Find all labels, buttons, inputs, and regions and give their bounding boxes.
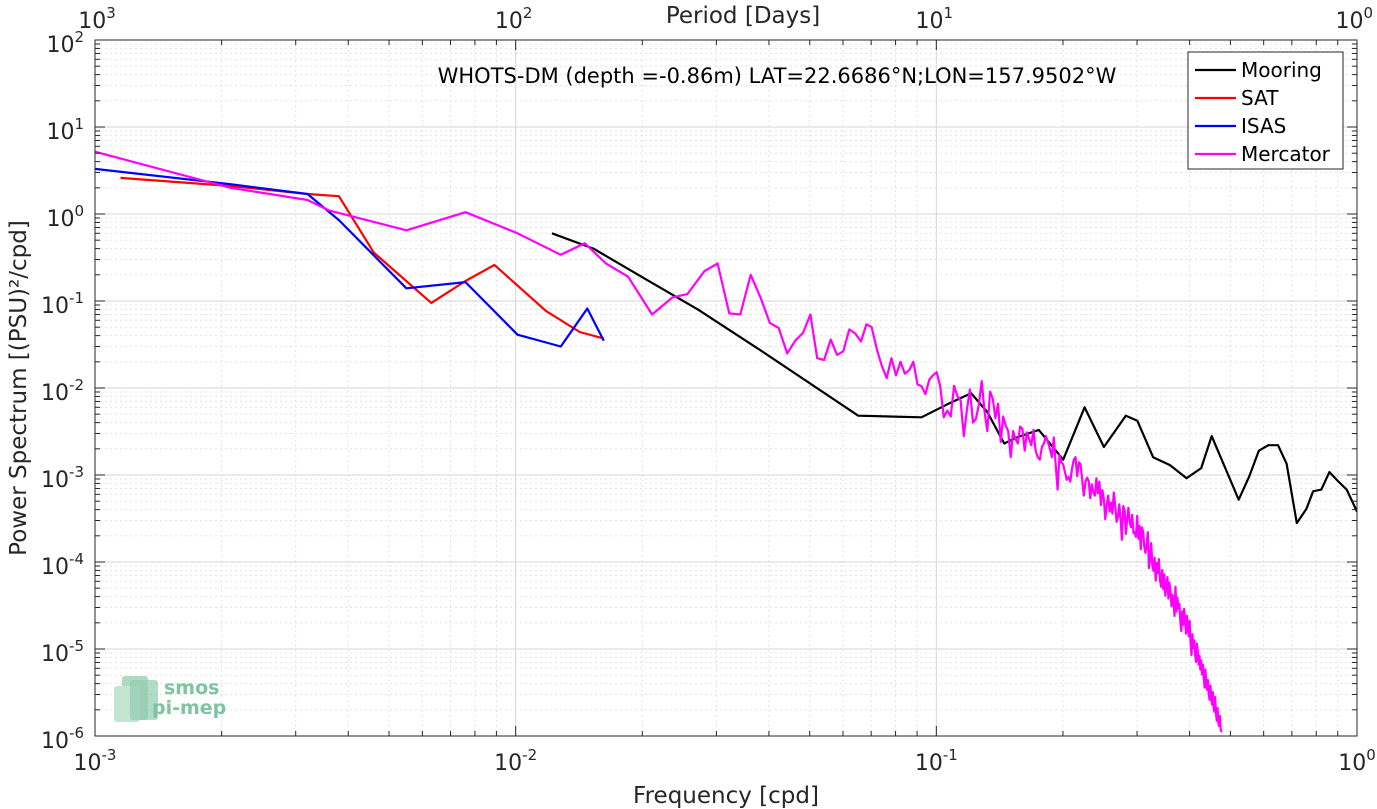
y-tick-label: 10-3 (41, 463, 84, 493)
x-axis-label: Frequency [cpd] (633, 783, 819, 809)
series-layer (95, 150, 1357, 733)
x-tick-label: 10-1 (915, 746, 958, 776)
y-tick-label: 102 (46, 28, 84, 58)
y-tick-label: 10-2 (41, 376, 84, 406)
y-axis-label: Power Spectrum [(PSU)²/cpd] (6, 220, 32, 556)
logo-mark (114, 676, 158, 722)
y-tick-label: 10-1 (41, 289, 84, 319)
y-tick-labels: 102 101 100 10-1 10-2 10-3 10-4 10-5 10-6 (41, 28, 84, 754)
legend-label-mercator: Mercator (1241, 142, 1331, 166)
logo-text-line-1: smos (164, 677, 219, 699)
minor-grid (95, 40, 1357, 736)
x-tick-label: 100 (1338, 746, 1376, 776)
top-tick-labels: 103 102 101 100 (78, 4, 1373, 34)
y-tick-label: 10-5 (41, 637, 84, 667)
series-line-mercator (95, 150, 1223, 733)
series-line-isas (95, 167, 605, 348)
chart-title: WHOTS-DM (depth =-0.86m) LAT=22.6686°N;L… (438, 64, 1117, 88)
top-tick-label: 103 (78, 4, 116, 34)
legend-label-sat: SAT (1241, 86, 1279, 110)
top-axis-label: Period [Days] (666, 3, 820, 29)
x-tick-label: 10-2 (494, 746, 537, 776)
x-tick-labels: 10-3 10-2 10-1 100 (74, 746, 1376, 776)
y-tick-label: 101 (46, 115, 84, 145)
top-tick-label: 100 (1335, 4, 1373, 34)
legend: Mooring SAT ISAS Mercator (1187, 51, 1344, 170)
legend-entries: Mooring SAT ISAS Mercator (1195, 58, 1331, 166)
y-tick-label: 10-4 (41, 550, 84, 580)
series-line-mooring (551, 232, 1357, 525)
legend-label-isas: ISAS (1241, 114, 1286, 138)
top-tick-label: 101 (916, 4, 954, 34)
tick-marks (94, 39, 1358, 737)
logo-text-line-2: pi-mep (152, 697, 226, 719)
y-tick-label: 100 (46, 202, 84, 232)
y-tick-label: 10-6 (41, 724, 84, 754)
y-axis-label-text: Power Spectrum [(PSU)²/cpd] (6, 220, 32, 556)
logo: smos pi-mep (114, 676, 226, 722)
legend-box (1187, 51, 1344, 170)
x-tick-label: 10-3 (74, 746, 117, 776)
legend-label-mooring: Mooring (1241, 58, 1322, 82)
top-tick-label: 102 (495, 4, 533, 34)
